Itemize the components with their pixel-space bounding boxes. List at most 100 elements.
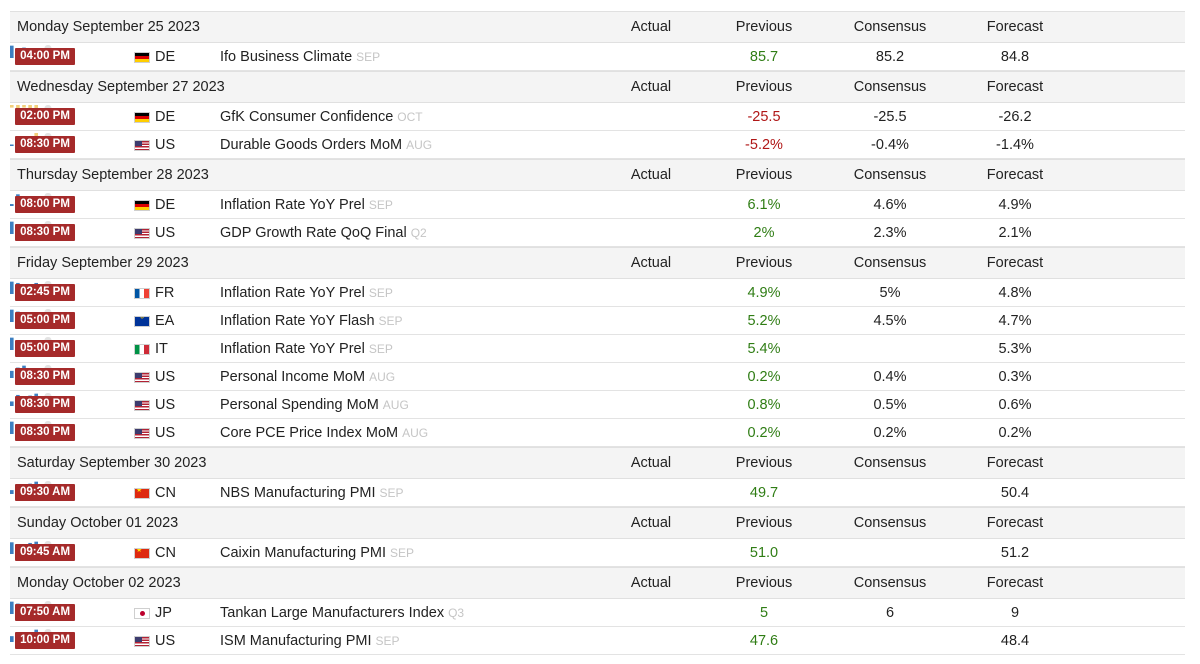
sparkline-bar — [10, 105, 14, 108]
previous-header: Previous — [735, 575, 793, 591]
country-flag-icon — [134, 344, 150, 355]
forecast-value: 4.7% — [998, 313, 1032, 329]
consensus-value: 0.2% — [873, 425, 907, 441]
event-name[interactable]: Inflation Rate YoY Prel SEP — [220, 285, 393, 301]
country-code: DE — [155, 49, 176, 65]
event-title[interactable]: Personal Spending MoM — [220, 397, 379, 413]
consensus-value: -25.5 — [873, 109, 907, 125]
forecast-value: 51.2 — [1000, 545, 1030, 561]
time-badge: 08:30 PM — [15, 368, 75, 385]
event-period: AUG — [382, 398, 409, 412]
event-title[interactable]: Core PCE Price Index MoM — [220, 425, 399, 441]
event-name[interactable]: Personal Spending MoM AUG — [220, 397, 409, 413]
event-title[interactable]: Inflation Rate YoY Prel — [220, 285, 365, 301]
event-row[interactable]: 08:30 PM US Personal Income MoM AUG 0.2% 0.4%… — [10, 363, 1185, 391]
event-row[interactable]: 08:30 PM US Personal Spending MoM AUG 0.8% 0.… — [10, 391, 1185, 419]
actual-header: Actual — [630, 575, 672, 591]
country-flag-icon — [134, 316, 150, 327]
time-badge: 08:30 PM — [15, 224, 75, 241]
event-title[interactable]: GfK Consumer Confidence — [220, 109, 394, 125]
country-code: DE — [155, 109, 176, 125]
event-name[interactable]: GDP Growth Rate QoQ Final Q2 — [220, 225, 427, 241]
forecast-value: 0.3% — [998, 369, 1032, 385]
event-name[interactable]: Caixin Manufacturing PMI SEP — [220, 545, 414, 561]
event-name[interactable]: Personal Income MoM AUG — [220, 369, 395, 385]
event-name[interactable]: NBS Manufacturing PMI SEP — [220, 485, 404, 501]
event-row[interactable]: 04:00 PM DE Ifo Business Climate SEP 85.7 85.… — [10, 43, 1185, 71]
time-badge: 04:00 PM — [15, 48, 75, 65]
event-row[interactable]: 02:00 PM DE GfK Consumer Confidence OCT -25.… — [10, 103, 1185, 131]
consensus-header: Consensus — [853, 255, 927, 271]
country-flag-icon — [134, 140, 150, 151]
event-name[interactable]: Durable Goods Orders MoM AUG — [220, 137, 432, 153]
event-title[interactable]: ISM Manufacturing PMI — [220, 633, 372, 649]
event-row[interactable]: 10:00 PM US ISM Manufacturing PMI SEP 47.6 48… — [10, 627, 1185, 655]
event-title[interactable]: Tankan Large Manufacturers Index — [220, 605, 445, 621]
country-code: EA — [155, 313, 175, 329]
country-code: US — [155, 633, 176, 649]
event-title[interactable]: NBS Manufacturing PMI — [220, 485, 376, 501]
actual-header: Actual — [630, 167, 672, 183]
country-flag-icon — [134, 400, 150, 411]
previous-value: 47.6 — [749, 633, 779, 649]
forecast-value: 9 — [1010, 605, 1020, 621]
previous-value: 49.7 — [749, 485, 779, 501]
event-title[interactable]: GDP Growth Rate QoQ Final — [220, 225, 407, 241]
event-row[interactable]: 08:30 PM US GDP Growth Rate QoQ Final Q2 2% 2… — [10, 219, 1185, 247]
sparkline-bar — [10, 144, 14, 146]
actual-header: Actual — [630, 515, 672, 531]
consensus-header: Consensus — [853, 19, 927, 35]
consensus-value: 0.5% — [873, 397, 907, 413]
event-name[interactable]: Ifo Business Climate SEP — [220, 49, 380, 65]
country-flag-icon — [134, 52, 150, 63]
event-title[interactable]: Caixin Manufacturing PMI — [220, 545, 387, 561]
event-name[interactable]: GfK Consumer Confidence OCT — [220, 109, 423, 125]
event-row[interactable]: 08:00 PM DE Inflation Rate YoY Prel SEP 6.1%… — [10, 191, 1185, 219]
event-title[interactable]: Ifo Business Climate — [220, 49, 353, 65]
event-period: SEP — [356, 50, 381, 64]
day-header: Monday October 02 2023 Actual Previous Cons… — [10, 567, 1185, 599]
time-badge: 02:00 PM — [15, 108, 75, 125]
forecast-header: Forecast — [986, 455, 1044, 471]
event-period: SEP — [379, 486, 404, 500]
event-title[interactable]: Personal Income MoM — [220, 369, 366, 385]
event-row[interactable]: 07:50 AM JP Tankan Large Manufacturers Ind… — [10, 599, 1185, 627]
time-badge: 02:45 PM — [15, 284, 75, 301]
event-row[interactable]: 05:00 PM IT Inflation Rate YoY Prel SEP 5.4%… — [10, 335, 1185, 363]
event-title[interactable]: Inflation Rate YoY Prel — [220, 197, 365, 213]
sparkline-bar — [10, 221, 14, 234]
event-name[interactable]: Inflation Rate YoY Prel SEP — [220, 341, 393, 357]
time-badge: 08:30 PM — [15, 136, 75, 153]
country-flag-icon — [134, 488, 150, 499]
event-period: SEP — [368, 198, 393, 212]
day-header: Thursday September 28 2023 Actual Previous… — [10, 159, 1185, 191]
time-badge: 10:00 PM — [15, 632, 75, 649]
event-row[interactable]: 08:30 PM US Durable Goods Orders MoM AUG -5.… — [10, 131, 1185, 159]
event-title[interactable]: Inflation Rate YoY Prel — [220, 341, 365, 357]
forecast-value: 84.8 — [1000, 49, 1030, 65]
previous-header: Previous — [735, 255, 793, 271]
event-name[interactable]: Tankan Large Manufacturers Index Q3 — [220, 605, 464, 621]
event-title[interactable]: Durable Goods Orders MoM — [220, 137, 403, 153]
previous-value: 51.0 — [749, 545, 779, 561]
event-name[interactable]: ISM Manufacturing PMI SEP — [220, 633, 400, 649]
previous-value: 4.9% — [747, 285, 781, 301]
event-row[interactable]: 02:45 PM FR Inflation Rate YoY Prel SEP 4.9%… — [10, 279, 1185, 307]
forecast-value: 4.8% — [998, 285, 1032, 301]
event-row[interactable]: 08:30 PM US Core PCE Price Index MoM AUG 0.2… — [10, 419, 1185, 447]
country-code: JP — [155, 605, 172, 621]
event-name[interactable]: Inflation Rate YoY Prel SEP — [220, 197, 393, 213]
event-title[interactable]: Inflation Rate YoY Flash — [220, 313, 375, 329]
day-date: Sunday October 01 2023 — [17, 515, 179, 531]
day-header: Wednesday September 27 2023 Actual Previou… — [10, 71, 1185, 103]
event-name[interactable]: Core PCE Price Index MoM AUG — [220, 425, 428, 441]
sparkline-bar — [10, 636, 14, 642]
event-name[interactable]: Inflation Rate YoY Flash SEP — [220, 313, 403, 329]
event-period: Q2 — [410, 226, 427, 240]
country-code: US — [155, 225, 176, 241]
day-date: Wednesday September 27 2023 — [17, 79, 225, 95]
forecast-header: Forecast — [986, 255, 1044, 271]
